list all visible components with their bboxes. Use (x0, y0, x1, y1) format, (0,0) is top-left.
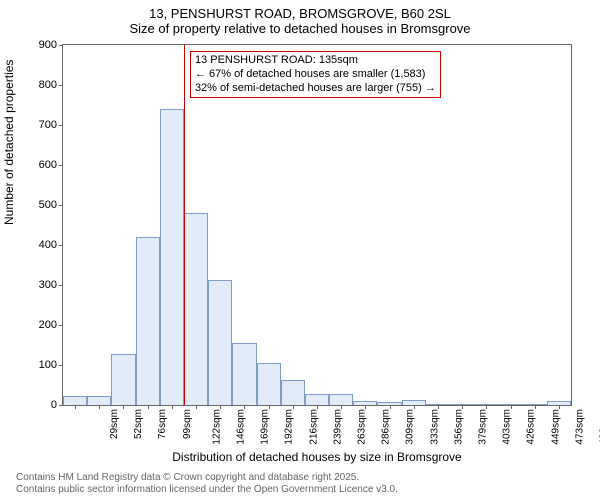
histogram-bar (257, 363, 281, 405)
y-tick-mark (59, 45, 63, 46)
x-tick-label: 99sqm (182, 409, 193, 439)
y-tick-mark (59, 205, 63, 206)
histogram-bar (232, 343, 256, 405)
x-tick-mark (123, 405, 124, 409)
x-tick-label: 333sqm (429, 409, 440, 445)
histogram-bar (305, 394, 329, 405)
x-tick-mark (148, 405, 149, 409)
y-tick-mark (59, 245, 63, 246)
y-tick-mark (59, 285, 63, 286)
histogram-bar (63, 396, 87, 405)
y-tick-mark (59, 165, 63, 166)
x-tick-mark (462, 405, 463, 409)
x-tick-label: 192sqm (284, 409, 295, 445)
x-tick-label: 122sqm (211, 409, 222, 445)
annotation-line-2: ← 67% of detached houses are smaller (1,… (195, 68, 436, 82)
x-tick-label: 146sqm (236, 409, 247, 445)
y-axis-label: Number of detached properties (2, 60, 16, 225)
x-tick-label: 449sqm (550, 409, 561, 445)
y-tick-mark (59, 405, 63, 406)
x-tick-mark (172, 405, 173, 409)
x-tick-label: 403sqm (502, 409, 513, 445)
chart-plot-area: 13 PENSHURST ROAD: 135sqm ← 67% of detac… (62, 44, 572, 406)
y-tick-mark (59, 325, 63, 326)
x-tick-label: 52sqm (133, 409, 144, 439)
annotation-line-1: 13 PENSHURST ROAD: 135sqm (195, 54, 436, 68)
x-tick-label: 169sqm (260, 409, 271, 445)
x-tick-label: 216sqm (308, 409, 319, 445)
footer-line-1: Contains HM Land Registry data © Crown c… (16, 472, 398, 484)
x-tick-mark (244, 405, 245, 409)
x-tick-mark (341, 405, 342, 409)
annotation-line-3: 32% of semi-detached houses are larger (… (195, 82, 436, 96)
histogram-bar (329, 394, 353, 405)
x-tick-mark (317, 405, 318, 409)
histogram-bar (160, 109, 184, 405)
x-tick-mark (535, 405, 536, 409)
x-tick-label: 76sqm (157, 409, 168, 439)
chart-title-main: 13, PENSHURST ROAD, BROMSGROVE, B60 2SL (0, 0, 600, 21)
x-axis-label: Distribution of detached houses by size … (62, 450, 572, 464)
annotation-callout: 13 PENSHURST ROAD: 135sqm ← 67% of detac… (190, 51, 441, 98)
x-tick-label: 286sqm (381, 409, 392, 445)
x-tick-label: 239sqm (332, 409, 343, 445)
x-tick-label: 473sqm (574, 409, 585, 445)
histogram-bar (136, 237, 160, 405)
x-tick-mark (438, 405, 439, 409)
histogram-bar (208, 280, 232, 405)
x-tick-mark (99, 405, 100, 409)
histogram-bar (87, 396, 111, 405)
x-tick-mark (365, 405, 366, 409)
histogram-bar (281, 380, 305, 405)
x-tick-mark (196, 405, 197, 409)
x-tick-label: 379sqm (478, 409, 489, 445)
chart-title-sub: Size of property relative to detached ho… (0, 21, 600, 36)
x-tick-label: 426sqm (526, 409, 537, 445)
x-tick-mark (414, 405, 415, 409)
x-tick-mark (559, 405, 560, 409)
x-tick-label: 356sqm (453, 409, 464, 445)
x-tick-label: 309sqm (405, 409, 416, 445)
x-tick-mark (269, 405, 270, 409)
histogram-bar (184, 213, 208, 405)
y-tick-mark (59, 85, 63, 86)
y-tick-mark (59, 125, 63, 126)
x-tick-mark (390, 405, 391, 409)
x-tick-mark (511, 405, 512, 409)
x-tick-label: 263sqm (357, 409, 368, 445)
y-tick-mark (59, 365, 63, 366)
footer-attribution: Contains HM Land Registry data © Crown c… (16, 472, 398, 496)
footer-line-2: Contains public sector information licen… (16, 484, 398, 496)
histogram-bar (111, 354, 135, 405)
x-tick-mark (293, 405, 294, 409)
x-tick-mark (220, 405, 221, 409)
x-tick-label: 29sqm (109, 409, 120, 439)
highlight-marker-line (184, 45, 185, 405)
x-tick-mark (486, 405, 487, 409)
x-tick-mark (75, 405, 76, 409)
